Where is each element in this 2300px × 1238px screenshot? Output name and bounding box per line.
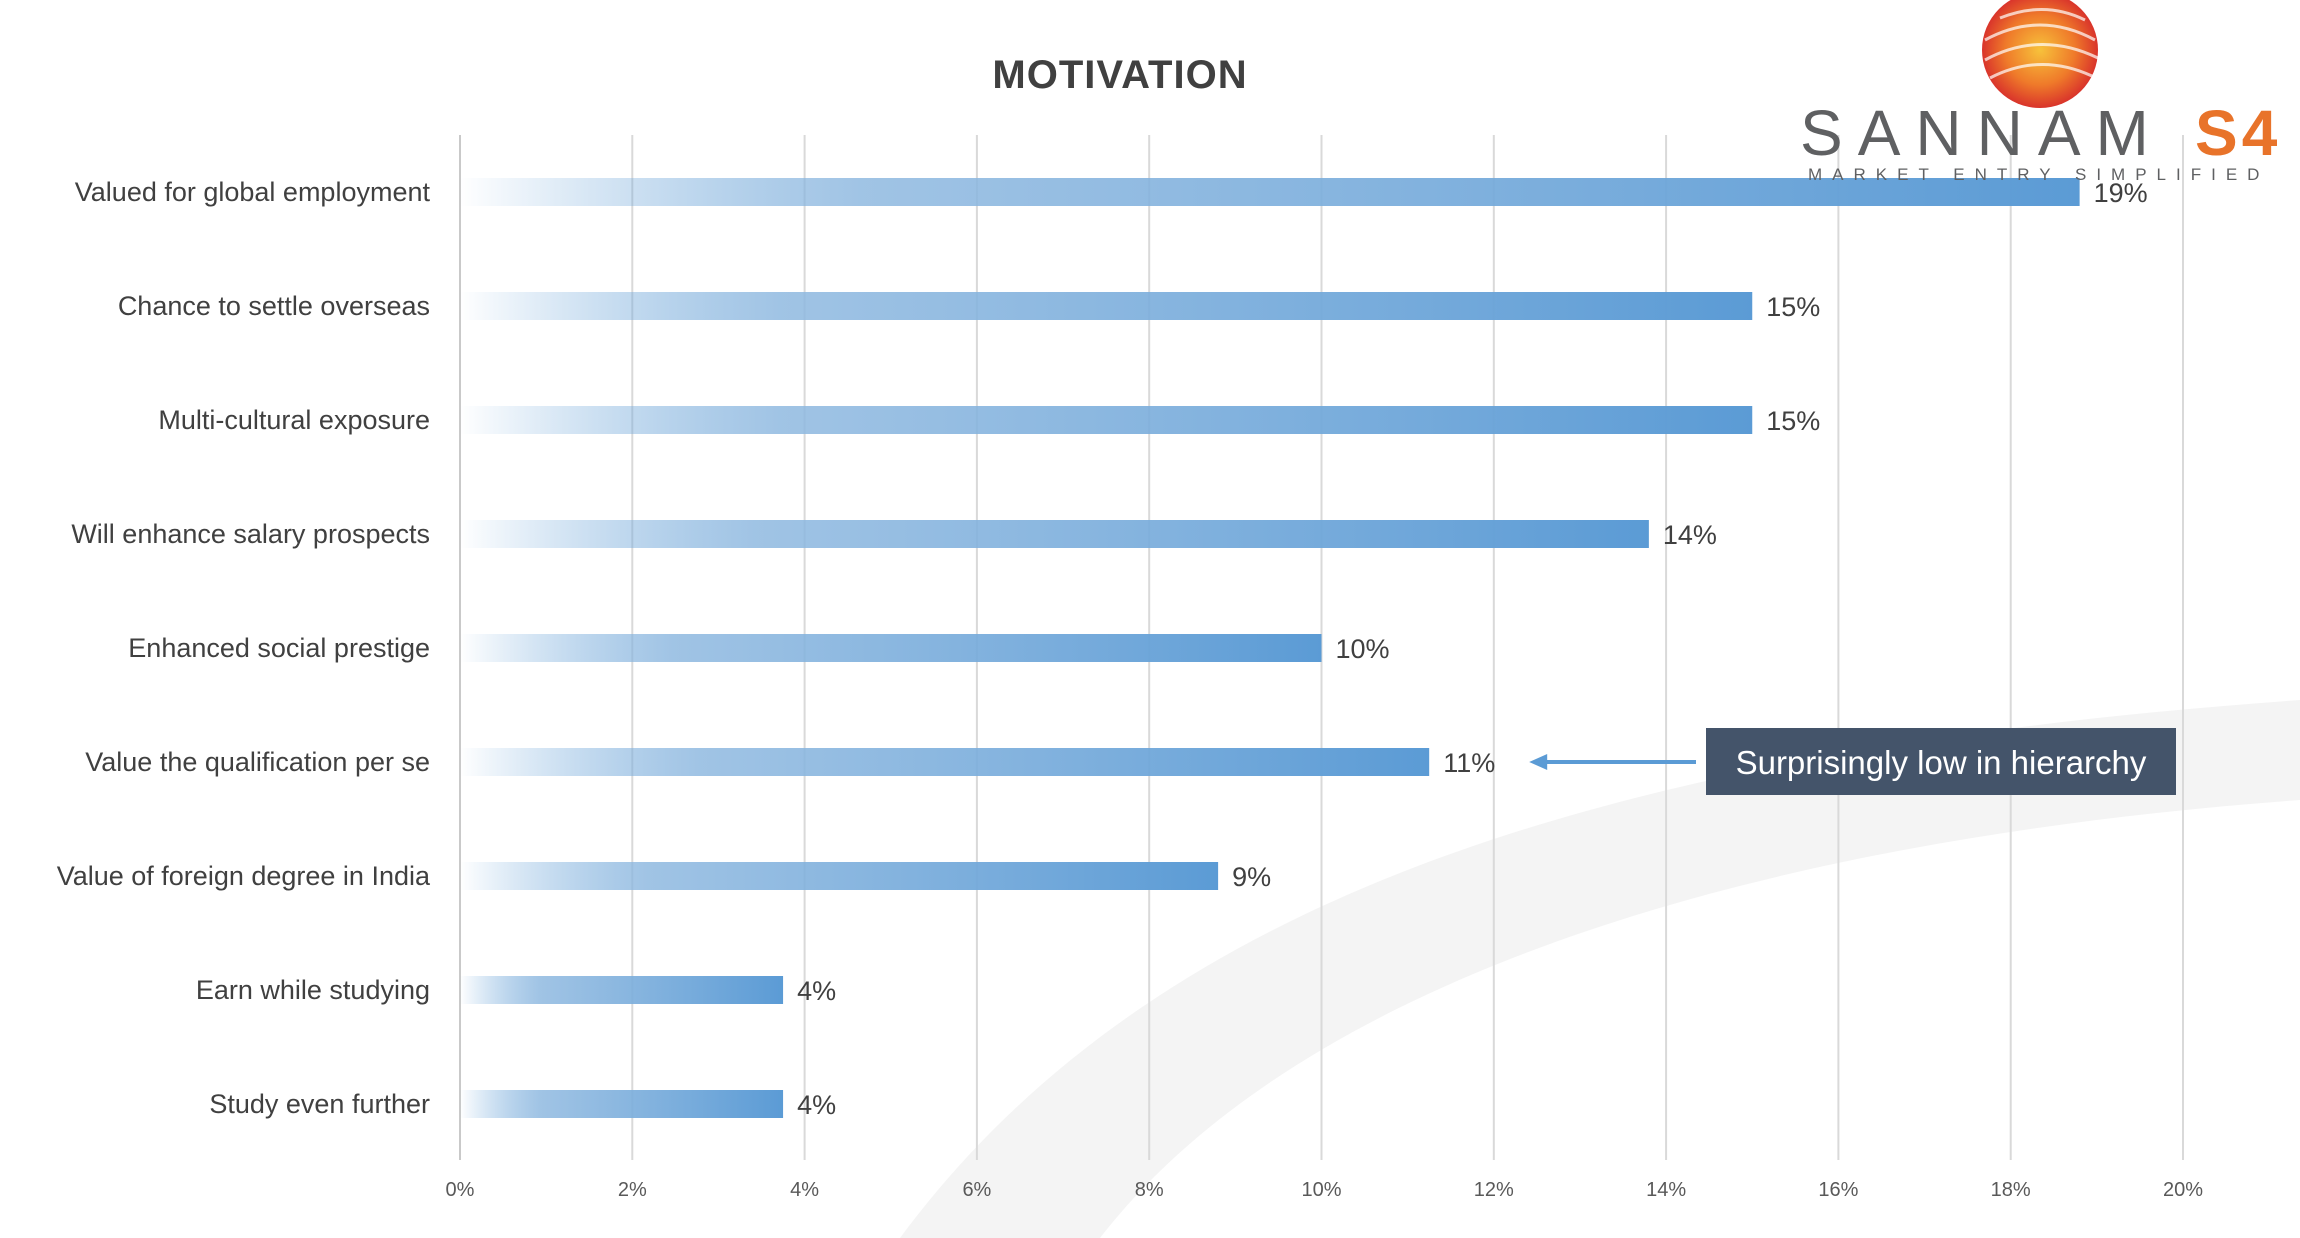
annotation: Surprisingly low in hierarchy (1529, 728, 2176, 795)
x-tick-label: 2% (618, 1179, 647, 1201)
value-label: 19% (2094, 178, 2148, 208)
category-label: Valued for global employment (75, 177, 431, 207)
callout-arrow-head (1529, 754, 1548, 770)
bar (460, 520, 1649, 548)
logo-name: SANNAM (1800, 97, 2164, 169)
globe-logo-icon (1982, 0, 2099, 108)
x-tick-label: 8% (1135, 1179, 1164, 1201)
callout-box (1706, 728, 2176, 795)
x-tick-label: 0% (446, 1179, 475, 1201)
logo-tagline: MARKET ENTRY SIMPLIFIED (1808, 165, 2269, 184)
bars (460, 178, 2080, 1118)
logo-suffix: S4 (2195, 97, 2281, 169)
x-tick-label: 12% (1474, 1179, 1514, 1201)
x-tick-label: 20% (2163, 1179, 2203, 1201)
x-tick-label: 10% (1301, 1179, 1341, 1201)
bar (460, 862, 1219, 890)
category-label: Value the qualification per se (85, 747, 430, 777)
bar (460, 178, 2080, 206)
callout-text: Surprisingly low in hierarchy (1736, 744, 2147, 781)
x-tick-label: 14% (1646, 1179, 1686, 1201)
value-labels: 19% 15% 15% 14% 10% 11% 9% 4% 4% (797, 178, 2148, 1120)
category-label: Will enhance salary prospects (71, 519, 430, 549)
bar (460, 406, 1753, 434)
category-label: Enhanced social prestige (128, 633, 430, 663)
category-label: Value of foreign degree in India (57, 861, 431, 891)
category-label: Chance to settle overseas (118, 291, 430, 321)
value-label: 10% (1336, 634, 1390, 664)
x-tick-label: 16% (1818, 1179, 1858, 1201)
chart-title: MOTIVATION (992, 53, 1247, 97)
x-tick-label: 4% (790, 1179, 819, 1201)
value-label: 14% (1663, 520, 1717, 550)
background-swoosh (900, 700, 2300, 1238)
value-label: 11% (1443, 748, 1495, 778)
bar (460, 976, 784, 1004)
value-label: 9% (1232, 862, 1271, 892)
bar (460, 748, 1430, 776)
x-axis-tick-labels: 0% 2% 4% 6% 8% 10% 12% 14% 16% 18% 20% (446, 1179, 2204, 1201)
x-tick-label: 18% (1991, 1179, 2031, 1201)
value-label: 15% (1766, 292, 1820, 322)
bar (460, 634, 1322, 662)
category-label: Study even further (209, 1089, 430, 1119)
bar (460, 292, 1753, 320)
value-label: 4% (797, 976, 836, 1006)
sannam-s4-logo: SANNAM S4 MARKET ENTRY SIMPLIFIED (1800, 0, 2281, 184)
category-label: Earn while studying (196, 975, 430, 1005)
x-tick-label: 6% (962, 1179, 991, 1201)
category-labels: Valued for global employment Chance to se… (57, 177, 431, 1119)
value-label: 4% (797, 1090, 836, 1120)
bar (460, 1090, 784, 1118)
category-label: Multi-cultural exposure (158, 405, 430, 435)
value-label: 15% (1766, 406, 1820, 436)
